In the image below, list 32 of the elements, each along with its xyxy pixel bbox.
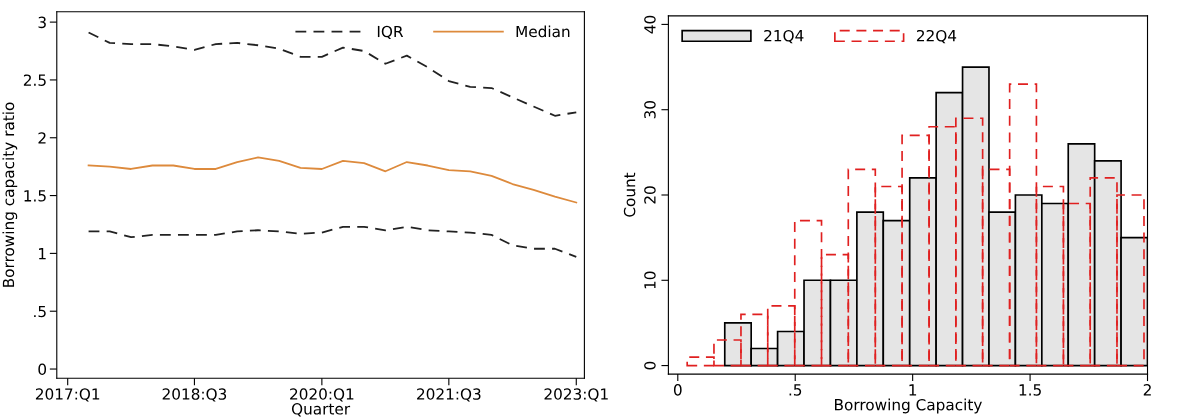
line-series [87,156,578,204]
x-tick-label: 2017:Q1 [35,388,100,402]
y-tick-label: 0 [38,363,47,376]
x-tick-label: 2020:Q1 [290,388,354,402]
y-tick-label: 40 [644,15,656,34]
y-tick-label: 1.5 [24,190,46,202]
legend-label: Median [516,25,570,38]
x-axis-title: Borrowing Capacity [835,398,982,414]
y-tick-label: 1 [39,248,46,260]
y-tick-label: 2.5 [23,74,46,86]
y-tick-label: 3 [38,16,46,29]
y-tick-label: 30 [644,101,656,119]
x-tick-label: 2 [1143,384,1151,396]
x-tick-label: 2018:Q3 [162,388,227,402]
x-tick-label: 0 [673,384,682,396]
line-series [87,225,578,258]
x-tick-label: 2023:Q1 [544,388,608,402]
y-axis-title: Borrowing capacity ratio [2,102,18,287]
x-axis-title: Quarter [291,403,351,417]
x-tick-label: 2021:Q3 [417,388,481,402]
x-tick-label: 1.5 [1019,384,1041,396]
legend-label: 22Q4 [916,29,957,44]
y-axis-title: Count [623,172,636,217]
y-tick-label: 10 [644,271,656,289]
y-tick-label: 0 [644,361,656,370]
y-tick-label: 2 [38,132,46,144]
x-tick-label: 1 [909,384,917,396]
legend-label: IQR [377,25,404,40]
y-tick-label: .5 [34,305,46,318]
y-tick-label: 20 [644,186,656,204]
legend-label: 21Q4 [764,29,804,44]
x-tick-label: .5 [789,384,802,396]
